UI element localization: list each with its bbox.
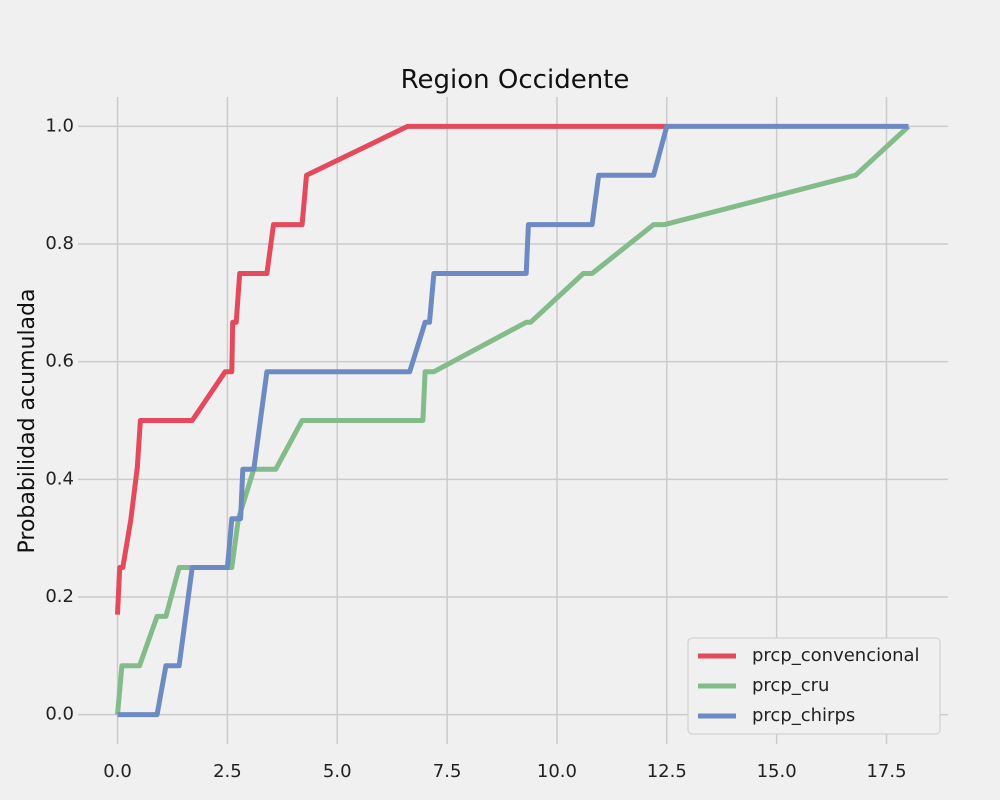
series-line-prcp-chirps <box>117 123 909 718</box>
x-tick-label: 10.0 <box>537 761 577 782</box>
y-axis-label: Probabilidad acumulada <box>15 289 40 554</box>
y-tick-label: 0.0 <box>45 704 74 725</box>
x-tick-label: 2.5 <box>213 761 242 782</box>
x-tick-label: 0.0 <box>103 761 132 782</box>
legend-label: prcp_chirps <box>752 705 855 726</box>
legend: prcp_convencional prcp_cru prcp_chirps <box>687 637 941 735</box>
y-tick-label: 0.2 <box>45 586 74 607</box>
x-tick-label: 15.0 <box>757 761 797 782</box>
legend-box <box>687 637 941 735</box>
y-tick-label: 0.6 <box>45 351 74 372</box>
series-lines <box>115 123 911 718</box>
legend-label: prcp_convencional <box>752 645 920 666</box>
y-tick-label: 0.4 <box>45 468 74 489</box>
y-tick-label: 0.8 <box>45 233 74 254</box>
x-tick-label: 5.0 <box>323 761 352 782</box>
x-tick-label: 12.5 <box>647 761 687 782</box>
series-line-prcp-cru <box>115 124 911 715</box>
x-axis-ticks: 0.0 2.5 5.0 7.5 10.0 12.5 15.0 17.5 <box>103 761 906 782</box>
x-tick-label: 7.5 <box>433 761 462 782</box>
x-tick-label: 17.5 <box>866 761 906 782</box>
chart-title: Region Occidente <box>401 65 630 95</box>
y-axis-ticks: 0.0 0.2 0.4 0.6 0.8 1.0 <box>45 115 74 724</box>
legend-label: prcp_cru <box>752 675 829 696</box>
series-line-prcp-convencional <box>115 123 667 615</box>
y-tick-label: 1.0 <box>45 115 74 136</box>
